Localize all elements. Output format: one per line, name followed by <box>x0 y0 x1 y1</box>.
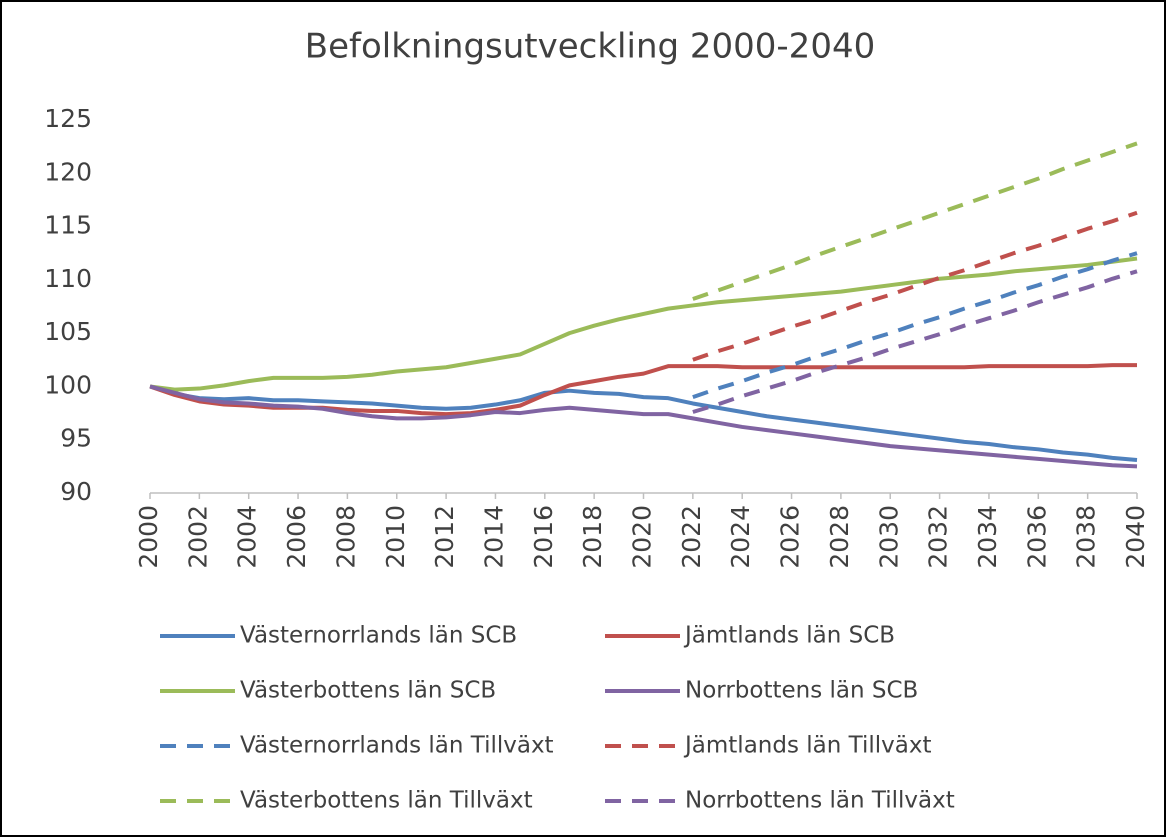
y-tick-label: 95 <box>60 424 92 453</box>
x-tick-label: 2024 <box>726 505 755 569</box>
x-tick-label: 2016 <box>529 505 558 569</box>
x-tick-label: 2000 <box>134 505 163 569</box>
x-tick-label: 2004 <box>233 505 262 569</box>
legend-label: Jämtlands län SCB <box>683 623 895 649</box>
x-tick-label: 2036 <box>1022 505 1051 569</box>
legend-label: Norrbottens län Tillväxt <box>685 788 955 814</box>
y-tick-label: 125 <box>44 104 92 133</box>
series-line <box>149 256 1138 392</box>
x-tick-label: 2022 <box>677 505 706 569</box>
chart-title: Befolkningsutveckling 2000-2040 <box>305 27 875 67</box>
legend-label: Jämtlands län Tillväxt <box>683 733 931 759</box>
y-tick-label: 100 <box>44 370 92 399</box>
y-tick-label: 115 <box>44 211 92 240</box>
x-tick-label: 2010 <box>381 505 410 569</box>
x-tick-label: 2028 <box>825 505 854 569</box>
legend-label: Västernorrlands län Tillväxt <box>240 733 554 759</box>
series-line <box>149 384 1138 469</box>
x-tick-label: 2008 <box>331 505 360 569</box>
x-tick-label: 2002 <box>183 505 212 569</box>
series-line <box>692 269 1138 414</box>
y-tick-label: 90 <box>60 477 92 506</box>
x-tick-label: 2018 <box>578 505 607 569</box>
y-tick-label: 110 <box>44 264 92 293</box>
x-tick-label: 2026 <box>776 505 805 569</box>
x-tick-label: 2014 <box>479 505 508 569</box>
x-tick-label: 2040 <box>1121 505 1150 569</box>
y-tick-label: 120 <box>44 157 92 186</box>
y-tick-label: 105 <box>44 317 92 346</box>
x-tick-label: 2012 <box>430 505 459 569</box>
x-tick-label: 2006 <box>282 505 311 569</box>
x-tick-label: 2020 <box>628 505 657 569</box>
legend-label: Västernorrlands län SCB <box>240 623 517 649</box>
legend-label: Västerbottens län SCB <box>240 678 496 704</box>
x-tick-label: 2038 <box>1072 505 1101 569</box>
x-tick-label: 2032 <box>924 505 953 569</box>
x-tick-label: 2034 <box>973 505 1002 569</box>
series-line <box>149 384 1138 462</box>
legend-label: Norrbottens län SCB <box>685 678 918 704</box>
series-line <box>692 210 1138 362</box>
series-line <box>692 251 1138 399</box>
legend-label: Västerbottens län Tillväxt <box>240 788 533 814</box>
series-line <box>692 141 1138 301</box>
x-tick-label: 2030 <box>874 505 903 569</box>
